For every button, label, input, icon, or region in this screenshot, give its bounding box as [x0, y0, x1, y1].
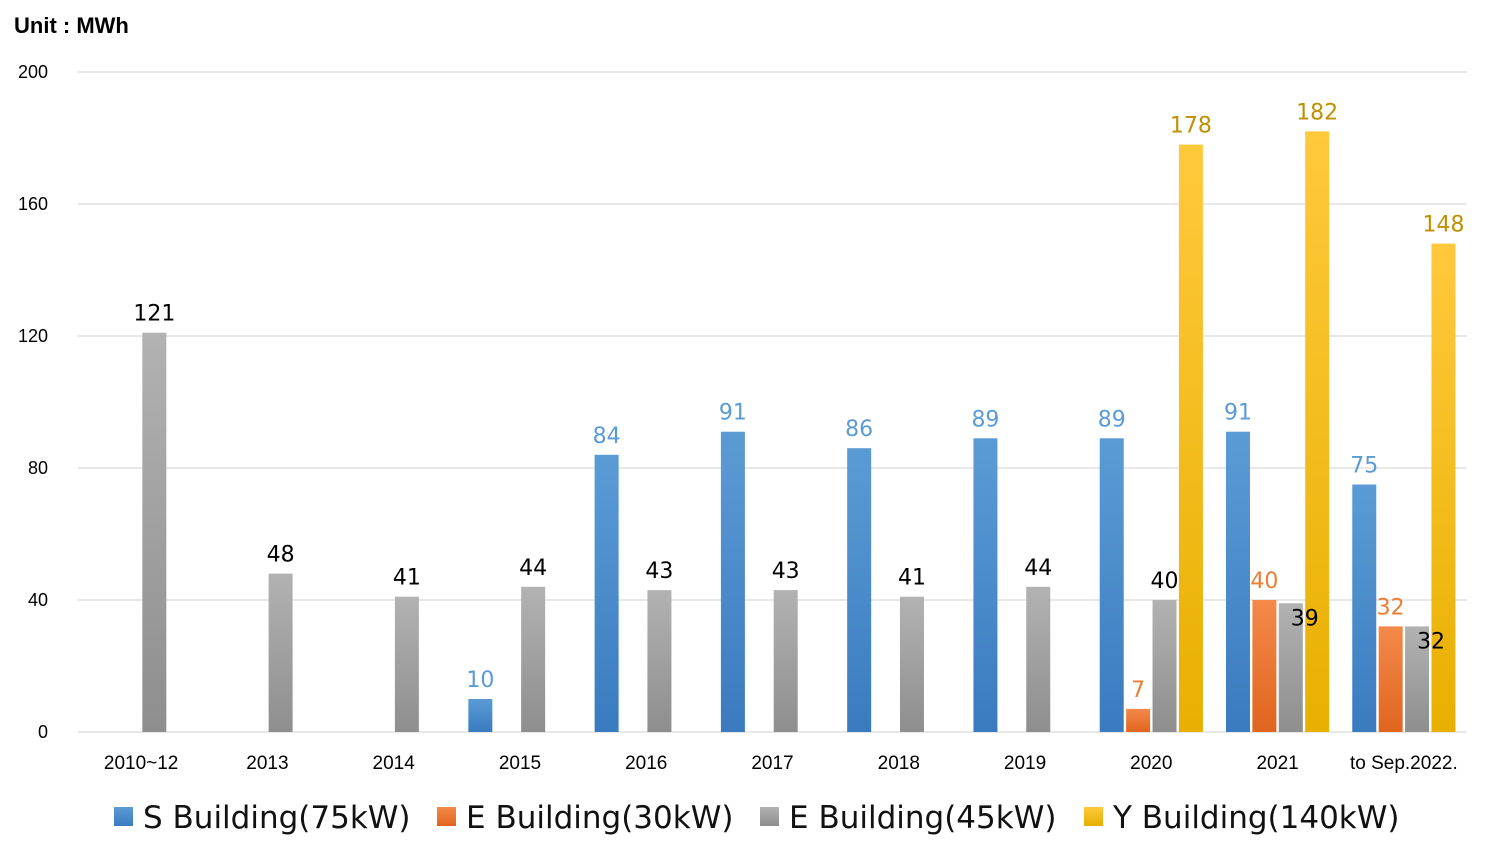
bars: [142, 131, 1456, 733]
data-label: 32: [1417, 629, 1445, 654]
data-label: 43: [645, 559, 673, 584]
unit-label: Unit : MWh: [14, 13, 129, 38]
data-label: 86: [845, 417, 873, 442]
bar: [1026, 586, 1051, 732]
data-label: 43: [772, 559, 800, 584]
x-tick-label: 2021: [1256, 753, 1298, 774]
data-label: 148: [1422, 213, 1464, 238]
x-tick-label: 2020: [1130, 753, 1172, 774]
y-axis: 0 40 80 120 160 200: [18, 62, 48, 742]
x-tick-label: to Sep.2022.: [1350, 753, 1458, 774]
x-tick-label: 2015: [499, 753, 541, 774]
x-tick-label: 2016: [625, 753, 667, 774]
bar: [1352, 484, 1377, 732]
data-label: 84: [593, 424, 621, 449]
bar: [1405, 626, 1430, 732]
bar: [1431, 243, 1456, 732]
data-label: 41: [898, 566, 926, 591]
data-label: 32: [1377, 595, 1405, 620]
x-axis: 2010~12 2013 2014 2015 2016 2017 2018 2019 2020 2…: [104, 753, 1458, 774]
data-label: 39: [1291, 606, 1319, 631]
y-tick-label: 160: [18, 194, 48, 214]
bar: [1278, 603, 1303, 732]
data-label: 10: [466, 668, 494, 693]
x-tick-label: 2018: [878, 753, 920, 774]
data-label: 178: [1170, 114, 1212, 139]
legend-swatch: [437, 807, 456, 826]
bar: [1225, 431, 1250, 732]
y-tick-label: 120: [18, 326, 48, 346]
data-label: 44: [519, 556, 547, 581]
bar: [1126, 708, 1151, 732]
data-label: 40: [1250, 569, 1278, 594]
bar: [142, 332, 167, 732]
data-label: 48: [267, 543, 295, 568]
bar: [973, 438, 998, 732]
data-label: 91: [1224, 401, 1252, 426]
bar: [1252, 600, 1277, 732]
bar: [394, 596, 419, 732]
data-label: 75: [1350, 454, 1378, 479]
legend-swatch: [1084, 807, 1103, 826]
x-tick-label: 2017: [751, 753, 793, 774]
y-tick-label: 80: [28, 458, 48, 478]
legend-label: E Building(30kW): [466, 800, 733, 836]
y-tick-label: 40: [28, 590, 48, 610]
data-label: 89: [971, 407, 999, 432]
data-label: 44: [1024, 556, 1052, 581]
legend-label: Y Building(140kW): [1112, 800, 1400, 836]
bar: [899, 596, 924, 732]
x-tick-label: 2013: [246, 753, 288, 774]
legend: S Building(75kW) E Building(30kW) E Buildi…: [114, 800, 1400, 836]
y-tick-label: 200: [18, 62, 48, 82]
data-label: 41: [393, 566, 421, 591]
bar: [847, 448, 872, 732]
bar: [521, 586, 546, 732]
bar: [647, 590, 672, 732]
bar: [1378, 626, 1403, 732]
x-tick-label: 2019: [1004, 753, 1046, 774]
legend-label: E Building(45kW): [789, 800, 1056, 836]
bar: [1305, 131, 1330, 732]
x-tick-label: 2010~12: [104, 753, 179, 774]
data-label: 182: [1296, 100, 1338, 125]
legend-swatch: [114, 807, 133, 826]
y-tick-label: 0: [38, 722, 48, 742]
data-label: 7: [1131, 678, 1145, 703]
legend-label: S Building(75kW): [143, 800, 411, 836]
bar: [594, 454, 619, 732]
bar: [720, 431, 745, 732]
data-label: 91: [719, 401, 747, 426]
x-tick-label: 2014: [373, 753, 416, 774]
data-label: 89: [1098, 407, 1126, 432]
bar: [1178, 144, 1203, 733]
legend-swatch: [760, 807, 779, 826]
bar: [773, 590, 798, 732]
data-label: 40: [1151, 569, 1179, 594]
bar: [468, 699, 493, 732]
bar: [1099, 438, 1124, 732]
bar: [268, 573, 293, 732]
data-labels: 121 48 41 10 44 84 43 91 43 86 41 89 44 89 7 40 178 91 40 3…: [133, 100, 1464, 703]
bar: [1152, 600, 1177, 732]
data-label: 121: [133, 302, 175, 327]
